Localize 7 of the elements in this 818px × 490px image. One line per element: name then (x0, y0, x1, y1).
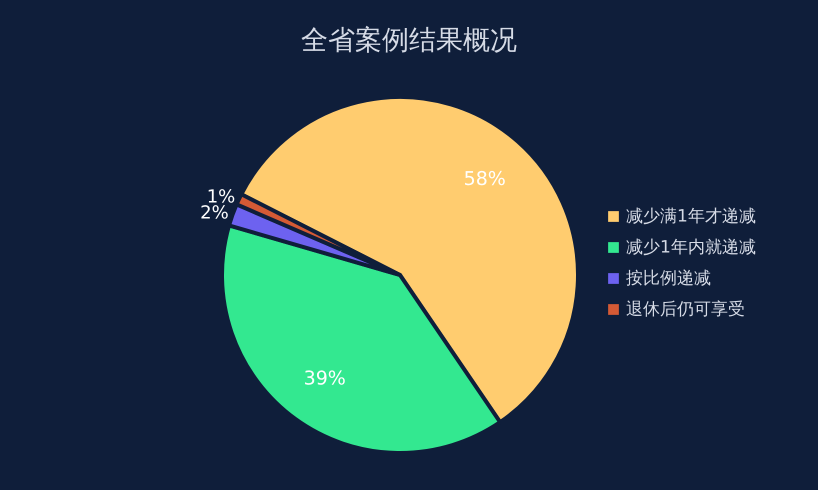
legend-label: 减少1年内就递减 (626, 238, 756, 258)
legend-label: 按比例递减 (626, 268, 711, 288)
chart-title: 全省案例结果概况 (301, 25, 517, 56)
data-label: 39% (304, 368, 346, 390)
data-label: 58% (464, 168, 506, 190)
legend-label: 减少满1年才递减 (626, 206, 756, 226)
legend-label: 退休后仍可享受 (626, 300, 745, 320)
